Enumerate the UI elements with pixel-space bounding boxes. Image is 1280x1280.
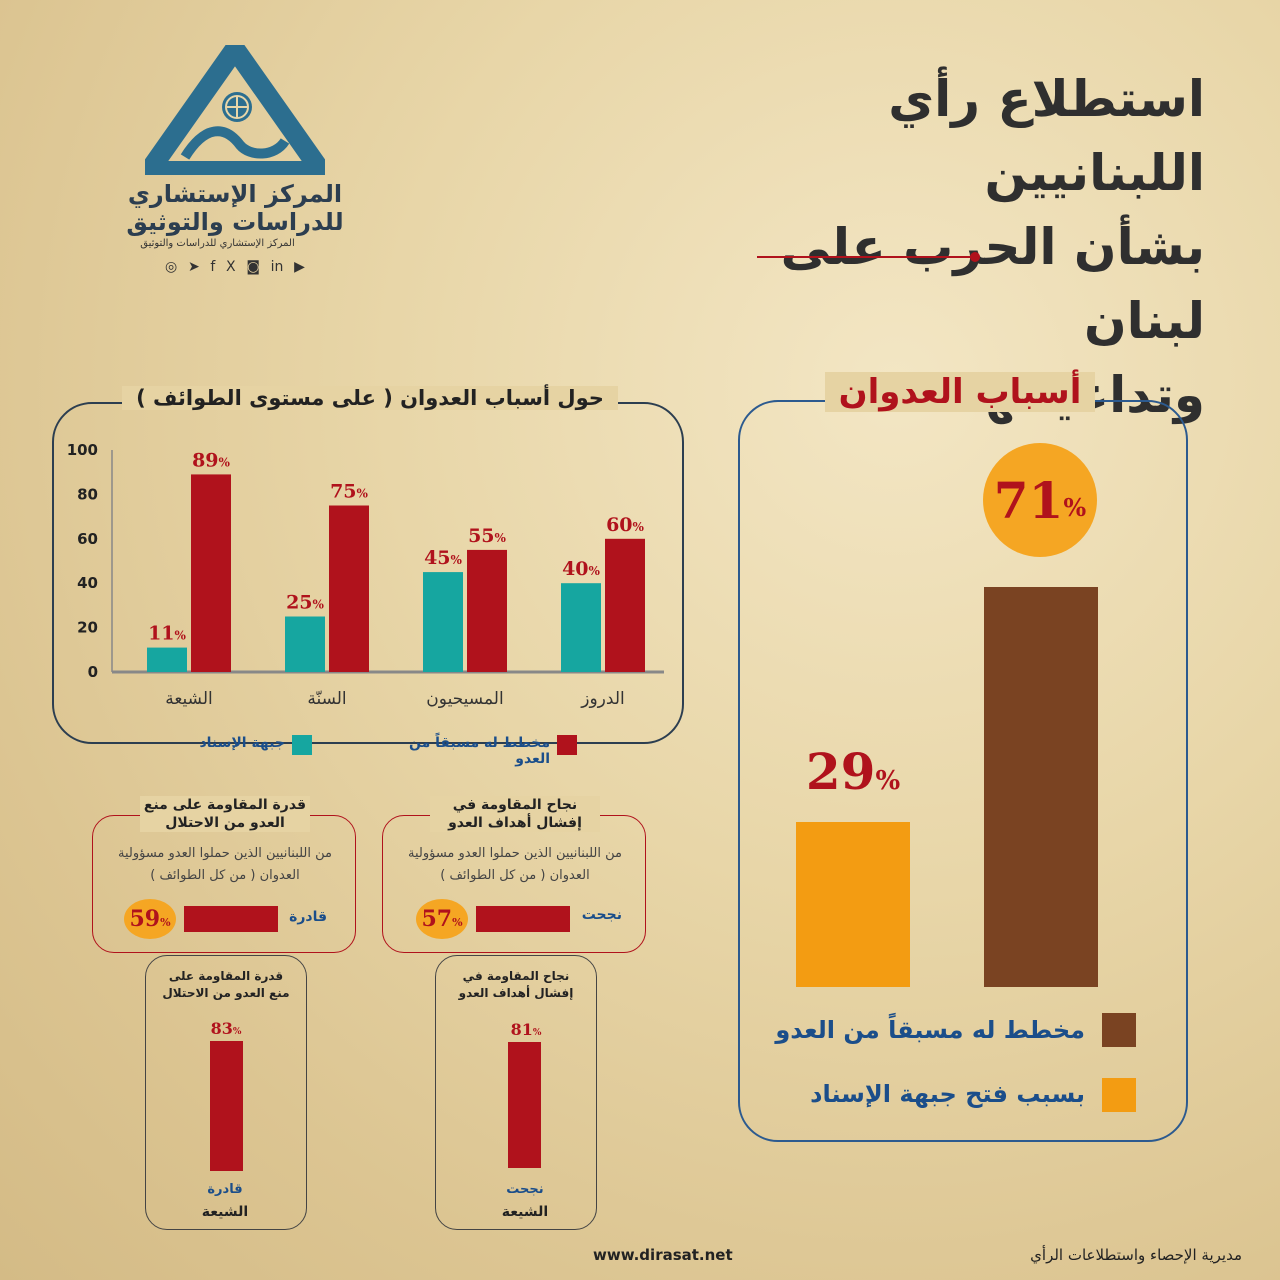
ability-title: قدرة المقاومة على منع العدو من الاحتلال <box>140 796 310 832</box>
ability-label: قادرة <box>289 909 327 925</box>
legend-orange-label: بسبب فتح جبهة الإسناد <box>810 1080 1085 1108</box>
y-tick-label: 100 <box>67 441 98 459</box>
legend-brown-swatch <box>1102 1013 1136 1047</box>
bar-value-label: 25% <box>286 592 324 614</box>
shia-ability-value: 83% <box>210 1019 242 1038</box>
shia-success-value: 81% <box>510 1020 542 1039</box>
shia-success-bar <box>508 1042 541 1168</box>
bar-support-front <box>796 822 910 987</box>
bar-value-label: 89% <box>192 449 230 471</box>
x-icon[interactable]: X <box>226 259 236 275</box>
bar-planned <box>605 538 645 672</box>
bar-planned <box>191 474 231 672</box>
ability-bar <box>184 906 278 932</box>
bar-value-label: 11% <box>148 623 186 645</box>
success-desc: من اللبنانيين الذين حملوا العدو مسؤولية … <box>407 846 622 883</box>
title-line-1: استطلاع رأي اللبنانيين <box>888 70 1205 202</box>
category-label: السنّة <box>307 689 346 709</box>
legend-red-label: مخطط له مسبقاً من العدو <box>409 735 550 767</box>
whatsapp-icon[interactable]: ◎ <box>165 259 178 275</box>
shia-success-label: نجحت <box>506 1182 544 1197</box>
facebook-icon[interactable]: f <box>210 259 216 275</box>
category-label: الدروز <box>580 689 624 709</box>
ability-desc: من اللبنانيين الذين حملوا العدو مسؤولية … <box>117 846 332 883</box>
linkedin-icon[interactable]: in <box>270 259 284 275</box>
bar-planned <box>467 549 507 672</box>
shia-success-box <box>435 955 597 1230</box>
success-badge: 57% <box>416 899 468 939</box>
success-label: نجحت <box>581 907 622 923</box>
youtube-icon[interactable]: ▶ <box>294 259 305 275</box>
shia-ability-label: قادرة <box>207 1182 243 1197</box>
telegram-icon[interactable]: ➤ <box>187 259 200 275</box>
title-line-2: بشأن الحرب على لبنان <box>780 218 1205 350</box>
legend-brown-label: مخطط له مسبقاً من العدو <box>775 1016 1085 1044</box>
shia-ability-sect: الشيعة <box>201 1204 249 1220</box>
bar-value-label: 55% <box>468 525 506 547</box>
sects-chart-title: حول أسباب العدوان ( على مستوى الطوائف ) <box>122 386 618 410</box>
legend-teal-swatch <box>292 735 312 755</box>
shia-success-sect: الشيعة <box>501 1204 549 1220</box>
bar-value-label: 40% <box>562 558 600 580</box>
small-value-label: 29% <box>805 742 901 801</box>
bar-value-label: 75% <box>330 481 368 503</box>
legend-red-swatch <box>557 735 577 755</box>
success-title: نجاح المقاومة في إفشال أهداف العدو <box>430 796 600 832</box>
logo-mark <box>145 45 325 175</box>
bar-support-front <box>423 572 463 672</box>
category-label: الشيعة <box>165 689 213 709</box>
logo-name: المركز الإستشاري للدراسات والتوثيق <box>126 180 344 236</box>
logo-subtitle: المركز الإستشاري للدراسات والتوثيق <box>140 238 295 249</box>
bar-support-front <box>285 616 325 672</box>
success-bar <box>476 906 570 932</box>
title-underline <box>757 256 975 258</box>
shia-success-title: نجاح المقاومة في إفشال أهداف العدو <box>458 969 574 1000</box>
website-link[interactable]: www.dirasat.net <box>593 1246 733 1264</box>
big-value-badge: 71% <box>983 443 1097 557</box>
bar-support-front <box>561 583 601 672</box>
social-icons: ◎ ➤ f X ◙ in ▶ <box>165 258 305 276</box>
instagram-icon[interactable]: ◙ <box>246 259 260 275</box>
y-tick-label: 80 <box>77 485 98 503</box>
department-label: مديرية الإحصاء واستطلاعات الرأي <box>1030 1246 1242 1264</box>
y-tick-label: 40 <box>77 574 98 592</box>
shia-ability-box <box>145 955 307 1230</box>
y-tick-label: 20 <box>77 619 98 637</box>
bar-value-label: 45% <box>424 547 462 569</box>
shia-ability-title: قدرة المقاومة على منع العدو من الاحتلال <box>162 969 290 1000</box>
y-tick-label: 0 <box>88 663 98 681</box>
bar-planned <box>984 587 1098 987</box>
bar-value-label: 60% <box>606 514 644 536</box>
legend-teal-label: جبهة الإسناد <box>199 735 285 751</box>
ability-badge: 59% <box>124 899 176 939</box>
legend-orange-swatch <box>1102 1078 1136 1112</box>
y-tick-label: 60 <box>77 530 98 548</box>
big-value: 71 <box>993 470 1064 530</box>
category-label: المسيحيون <box>426 689 503 709</box>
bar-support-front <box>147 647 187 672</box>
shia-ability-bar <box>210 1041 243 1171</box>
bar-planned <box>329 505 369 672</box>
causes-title: أسباب العدوان <box>824 372 1096 412</box>
sects-chart: 100 80 60 40 20 0 11% 89% الشيعة 25% 75% السنّة 45% 5… <box>67 441 664 709</box>
title-dot <box>970 252 980 262</box>
